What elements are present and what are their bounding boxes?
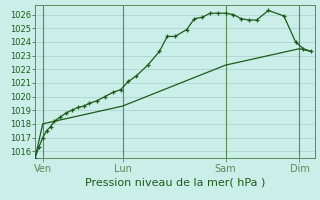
X-axis label: Pression niveau de la mer( hPa ): Pression niveau de la mer( hPa ): [85, 178, 265, 188]
